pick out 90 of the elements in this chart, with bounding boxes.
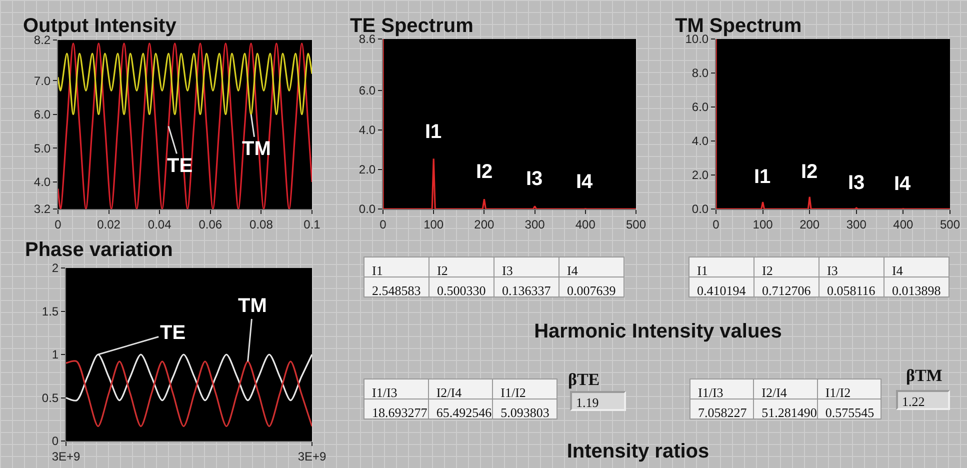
annotation: I3 xyxy=(526,168,543,190)
annotation: I1 xyxy=(754,166,771,188)
data-label: 1.22 xyxy=(896,390,950,410)
category-label: I1 xyxy=(697,262,708,278)
data-label: 0.058116 xyxy=(827,282,876,298)
x-tick-label: 100 xyxy=(752,217,774,232)
x-tick-label: 300 xyxy=(846,217,867,232)
y-tick-label: 2.0 xyxy=(692,168,709,182)
x-tick-label: 500 xyxy=(626,217,646,232)
y-tick-label: 8.6 xyxy=(358,32,376,46)
text: TM xyxy=(238,295,267,317)
x-tick-label: 0 xyxy=(380,217,387,232)
x-tick-label: 3E+9 xyxy=(298,449,327,464)
annotation: I3 xyxy=(848,172,865,194)
annotation: I1 xyxy=(425,121,442,143)
y-tick-label: 4.0 xyxy=(692,134,709,148)
data-label: 51.281490 xyxy=(762,404,817,420)
data-label: 0.007639 xyxy=(567,282,616,298)
x-tick-label: 0.1 xyxy=(304,217,321,232)
data-label: 65.492546 xyxy=(436,404,492,420)
line-series xyxy=(58,42,312,209)
y-tick-label: 0.0 xyxy=(692,202,709,216)
y-tick-label: 0.5 xyxy=(42,390,59,405)
x-tick-label: 3E+9 xyxy=(52,449,81,464)
data-label: 18.693277 xyxy=(372,404,428,420)
category-label: I1 xyxy=(372,262,383,278)
annotation: I2 xyxy=(801,161,818,183)
y-tick-label: 6.0 xyxy=(34,108,51,122)
x-tick-label: 0.06 xyxy=(198,217,222,232)
category-label: I4 xyxy=(892,262,904,278)
legend-label: TE xyxy=(160,322,186,344)
x-tick-label: 0.02 xyxy=(97,217,121,232)
data-label: 0.013898 xyxy=(892,282,941,298)
y-tick-label: 3.2 xyxy=(34,202,51,216)
y-tick-label: 0 xyxy=(52,434,59,448)
x-tick-label: 100 xyxy=(424,217,444,232)
category-label: I2 xyxy=(762,262,773,278)
data-label: 7.058227 xyxy=(698,404,748,420)
x-tick-label: 500 xyxy=(940,217,960,232)
text: Intensity ratios xyxy=(566,440,710,464)
y-tick-label: 8.0 xyxy=(692,66,709,80)
category-label: I1/I3 xyxy=(698,384,724,400)
x-tick-label: 200 xyxy=(474,217,495,232)
annotation: I4 xyxy=(576,171,594,193)
annotation: I4 xyxy=(894,173,912,195)
y-tick-label: 5.0 xyxy=(34,141,51,156)
y-tick-label: 1 xyxy=(52,348,59,362)
data-label: 0.410194 xyxy=(697,282,746,298)
data-label: 5.093803 xyxy=(500,404,550,420)
y-tick-label: 6.0 xyxy=(692,100,709,114)
y-tick-label: 1.5 xyxy=(42,304,59,318)
x-tick-label: 0.04 xyxy=(148,217,172,232)
data-label: 0.500330 xyxy=(437,282,486,298)
line-series xyxy=(58,52,312,116)
x-tick-label: 400 xyxy=(575,217,596,232)
y-tick-label: 0.0 xyxy=(358,202,376,216)
y-tick-label: 4.0 xyxy=(358,123,376,138)
x-tick-label: 0.08 xyxy=(250,217,274,232)
category-label: I2/I4 xyxy=(436,384,462,400)
text: βTM xyxy=(906,366,942,386)
annotation: I2 xyxy=(476,161,493,183)
data-label: 0.136337 xyxy=(502,282,552,298)
data-label: 0.712706 xyxy=(762,282,812,298)
y-tick-label: 2 xyxy=(52,261,59,276)
category-label: I3 xyxy=(827,262,838,278)
category-label: I1/I2 xyxy=(825,384,851,400)
category-label: I2 xyxy=(437,262,448,278)
line-series xyxy=(66,360,312,428)
category-label: I2/I4 xyxy=(762,384,788,400)
category-label: I1/I2 xyxy=(500,384,526,400)
x-tick-label: 0 xyxy=(712,217,720,232)
y-tick-label: 6.0 xyxy=(358,84,376,98)
y-tick-label: 4.0 xyxy=(34,175,51,190)
y-tick-label: 7.0 xyxy=(34,74,51,88)
category-label: I4 xyxy=(567,262,578,278)
chart-title: Phase variation xyxy=(25,239,173,261)
data-label: 1.19 xyxy=(570,391,626,411)
category-label: I1/I3 xyxy=(372,384,398,400)
line-series xyxy=(383,39,636,209)
data-label: 2.548583 xyxy=(372,282,421,298)
x-tick-label: 200 xyxy=(800,217,820,232)
data-label: 0.575545 xyxy=(825,404,874,420)
x-tick-label: 300 xyxy=(524,217,546,232)
line-series xyxy=(716,39,950,209)
y-tick-label: 10.0 xyxy=(685,32,709,46)
x-tick-label: 400 xyxy=(893,217,914,232)
y-tick-label: 2.0 xyxy=(358,162,376,177)
text: βTE xyxy=(568,370,600,390)
text: Harmonic Intensity values xyxy=(534,320,782,344)
category-label: I3 xyxy=(502,262,513,278)
